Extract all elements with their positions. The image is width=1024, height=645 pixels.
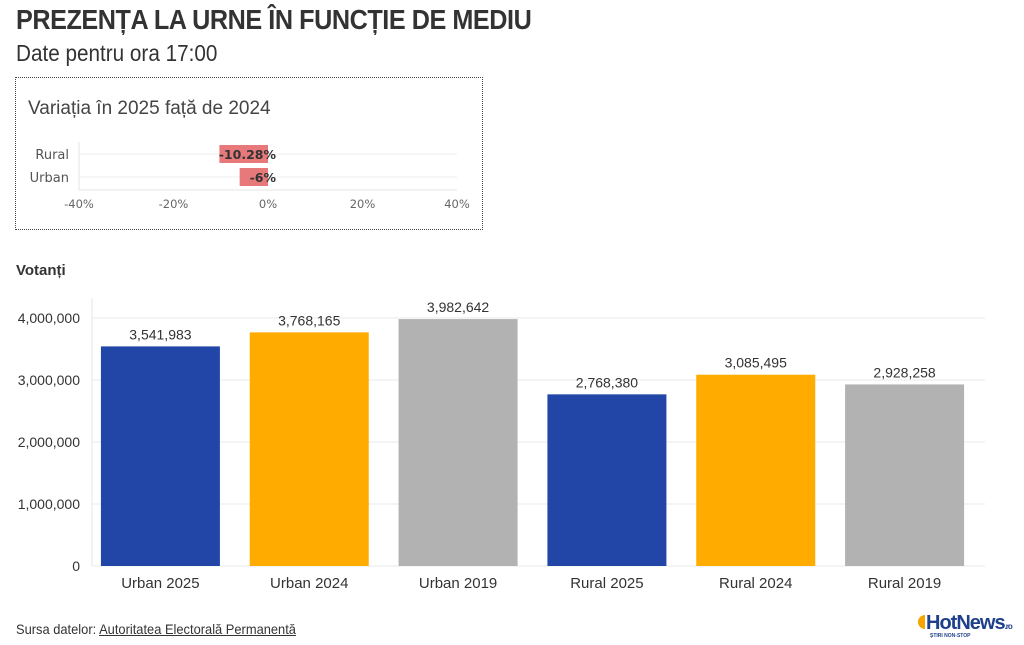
y-tick-label: 2,000,000 [18, 434, 80, 450]
data-label: 3,768,165 [278, 312, 340, 328]
hotnews-logo: HotNews.ro ȘTIRI NON-STOP [918, 612, 1013, 639]
data-label: 2,928,258 [873, 364, 935, 380]
x-tick-label: Urban 2024 [270, 575, 348, 592]
y-tick-label: 1,000,000 [18, 496, 80, 512]
bar [845, 384, 965, 566]
x-tick-label: Rural 2019 [868, 575, 941, 592]
mini-x-tick: 20% [350, 197, 376, 211]
page-subtitle: Date pentru ora 17:00 [16, 40, 218, 66]
bar [100, 346, 220, 566]
mini-category-label: Urban [30, 171, 69, 186]
y-tick-label: 0 [72, 558, 80, 574]
mini-bar [219, 145, 268, 163]
source-label: Sursa datelor: [16, 621, 97, 637]
data-label: 2,768,380 [576, 374, 638, 390]
source-line: Sursa datelor: Autoritatea Electorală Pe… [16, 621, 296, 637]
data-label: 3,541,983 [129, 326, 191, 342]
y-tick-label: 3,000,000 [18, 372, 80, 388]
x-tick-label: Rural 2025 [570, 575, 643, 592]
variation-panel: Variația în 2025 față de 2024 [15, 77, 483, 230]
data-label: 3,982,642 [427, 299, 489, 315]
data-label: 3,085,495 [725, 355, 787, 371]
mini-x-tick: 0% [259, 197, 277, 211]
mini-data-label: -6% [250, 170, 277, 185]
x-tick-label: Urban 2025 [121, 575, 199, 592]
bar [547, 394, 667, 566]
mini-x-tick: 40% [444, 197, 470, 211]
page-title: PREZENȚA LA URNE ÎN FUNCȚIE DE MEDIU [16, 4, 532, 35]
bar [696, 374, 816, 566]
mini-x-tick: -40% [64, 197, 94, 211]
x-tick-label: Rural 2024 [719, 575, 792, 592]
bar [249, 332, 369, 566]
mini-category-label: Rural [35, 148, 69, 163]
mini-bar [239, 168, 268, 186]
bar [398, 319, 518, 566]
y-axis-label: Votanți [16, 262, 66, 279]
sun-icon [918, 615, 925, 629]
source-link[interactable]: Autoritatea Electorală Permanentă [99, 621, 296, 637]
x-tick-label: Urban 2019 [419, 575, 497, 592]
mini-data-label: -10.28% [219, 147, 277, 162]
y-tick-label: 4,000,000 [18, 310, 80, 326]
mini-x-tick: -20% [159, 197, 189, 211]
variation-title: Variația în 2025 față de 2024 [28, 98, 271, 119]
